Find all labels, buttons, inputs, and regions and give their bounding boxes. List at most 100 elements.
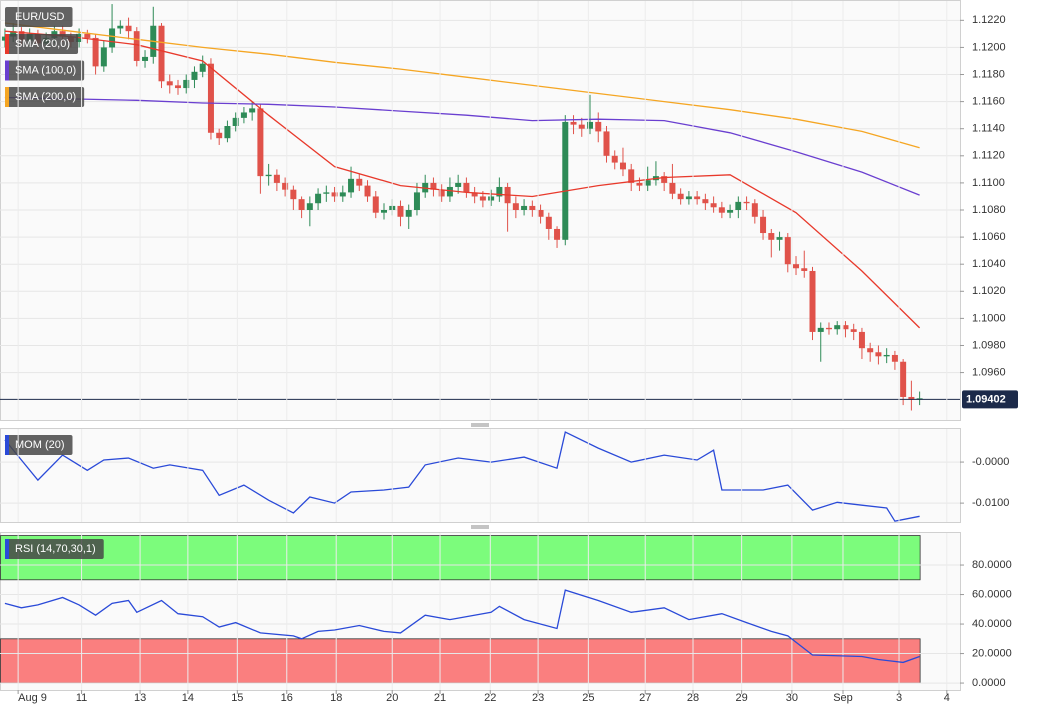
y-tick-label: 1.1180 [972,68,1005,80]
candle-body [133,31,140,61]
y-tick-label: 0.0000 [972,677,1006,689]
candle-body [578,124,585,129]
candle-body [751,203,758,217]
candle-body [315,193,322,204]
y-tick-label: 1.0980 [972,339,1006,351]
candle-body [644,180,651,186]
legend-swatch [5,60,9,81]
candle-body [883,354,890,357]
last-price-label: 1.09402 [966,393,1006,405]
candle-body [166,81,173,86]
candle-body [249,108,256,113]
candle-body [109,28,116,48]
legend-item: RSI (14,70,30,1) [5,539,104,559]
candle-body [125,25,132,32]
x-tick-label: 22 [484,692,496,704]
y-tick-label: 1.1160 [972,96,1005,108]
resize-handle [471,423,489,529]
candle-body [331,192,338,197]
y-tick-label: 1.1140 [972,123,1005,135]
rsi-band [0,638,921,684]
candle-body [488,196,495,201]
candle-body [142,56,149,61]
y-tick-label: 1.1120 [972,150,1005,162]
candle-body [545,216,552,229]
legend-swatch [5,34,9,54]
legend-item: SMA (20,0) [5,34,79,54]
y-tick-label: 1.1080 [972,204,1006,216]
candle-body [207,63,214,133]
x-tick-label: Aug 9 [18,692,47,704]
candle-body [661,176,668,183]
candle-body [100,47,107,67]
x-tick-label: 23 [532,692,544,704]
legend-label: MOM (20) [15,439,65,451]
x-tick-label: 3 [896,692,902,704]
legend-box [5,34,79,54]
candle-body [224,126,231,139]
candle-body [677,193,684,200]
candle-body [702,199,709,204]
candle-body [265,174,272,177]
y-tick-label: 1.1200 [972,41,1006,53]
candle-body [512,203,519,210]
candle-body [628,169,635,183]
candle-body [59,31,66,37]
candle-body [735,201,742,210]
legend-box [5,60,85,81]
candle-body [718,207,725,213]
x-tick-label: 4 [944,692,950,704]
legend-box [5,87,85,107]
candle-body [240,112,247,118]
candle-body [298,199,305,210]
candle-body [801,268,808,271]
candle-body [793,264,800,269]
x-tick-label: 13 [134,692,146,704]
candle-body [471,192,478,197]
candle-body [1,36,8,41]
candle-body [850,329,857,332]
legend-swatch [5,435,9,455]
candle-body [372,196,379,213]
indicator-line [4,30,921,329]
indicator-line [4,96,920,196]
x-tick-label: 21 [434,692,446,704]
x-tick-label: 16 [281,692,293,704]
candle-body [710,203,717,208]
candle-body [10,31,17,37]
x-tick-label: 25 [582,692,594,704]
legend-label: SMA (20,0) [15,38,70,50]
legend-box [5,7,73,27]
candle-body [685,196,692,200]
x-tick-label: 14 [182,692,194,704]
candle-body [397,205,404,217]
x-tick-label: 18 [330,692,342,704]
candle-body [257,108,264,177]
y-tick-label: -0.0000 [972,456,1009,468]
candle-body [908,396,915,400]
candle-body [603,131,610,156]
candle-body [273,174,280,183]
x-tick-label: 11 [76,692,87,704]
candle-body [158,25,165,82]
candle-body [669,182,676,194]
y-tick-label: 1.0960 [972,366,1006,378]
indicator-line [4,589,920,664]
indicator-line [4,22,920,149]
candle-body [537,210,544,217]
candle-body [743,201,750,204]
candle-body [875,352,882,357]
candle-body [339,192,346,197]
last-price-box [962,390,1018,409]
candle-body [858,331,865,349]
y-tick-label: 1.1020 [972,285,1006,297]
candle-body [356,178,363,186]
candle-body [776,237,783,240]
candle-body [760,216,767,234]
candle-body [595,121,602,132]
candle-body [784,237,791,265]
candle-body [694,196,701,200]
candle-body [619,162,626,170]
candle-body [405,210,412,217]
candle-body [529,205,536,210]
